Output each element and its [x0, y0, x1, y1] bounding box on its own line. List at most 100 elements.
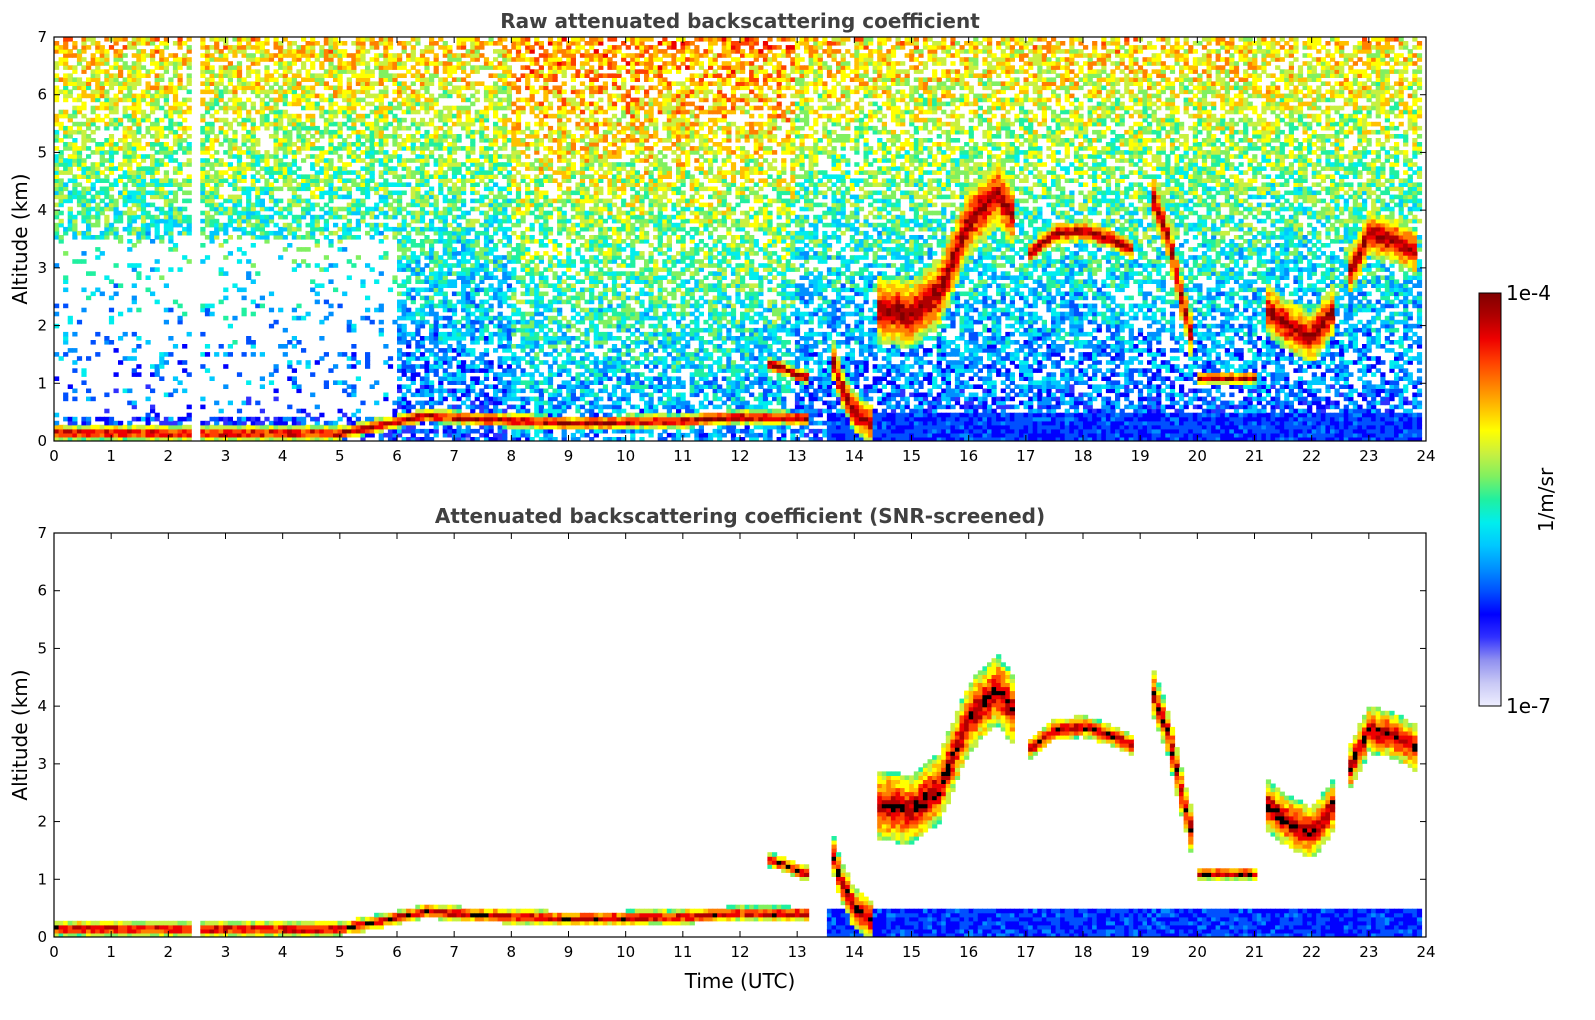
heatmap-cell	[155, 37, 160, 42]
heatmap-cell	[429, 138, 434, 143]
heatmap-cell	[470, 429, 475, 434]
heatmap-cell	[150, 292, 155, 297]
heatmap-cell	[123, 81, 128, 86]
heatmap-cell	[392, 142, 397, 147]
heatmap-cell	[104, 57, 109, 62]
heatmap-cell	[461, 65, 466, 70]
heatmap-cell	[475, 231, 480, 236]
heatmap-cell	[470, 348, 475, 353]
heatmap-cell	[123, 191, 128, 196]
heatmap-cell	[411, 65, 416, 70]
heatmap-cell	[319, 166, 324, 171]
heatmap-cell	[214, 429, 219, 434]
heatmap-cell	[374, 187, 379, 192]
heatmap-cell	[443, 138, 448, 143]
heatmap-cell	[269, 380, 274, 385]
heatmap-cell	[127, 158, 132, 163]
heatmap-cell	[466, 296, 471, 301]
heatmap-cell	[242, 207, 247, 212]
heatmap-cell	[457, 389, 462, 394]
heatmap-cell	[255, 77, 260, 82]
heatmap-cell	[392, 170, 397, 175]
heatmap-cell	[324, 227, 329, 232]
heatmap-cell	[109, 65, 114, 70]
heatmap-cell	[406, 417, 411, 422]
heatmap-cell	[155, 300, 160, 305]
heatmap-cell	[447, 332, 452, 337]
heatmap-cell	[219, 170, 224, 175]
heatmap-cell	[434, 211, 439, 216]
heatmap-cell	[360, 49, 365, 54]
heatmap-cell	[411, 405, 416, 410]
heatmap-cell	[479, 405, 484, 410]
heatmap-cell	[466, 61, 471, 66]
heatmap-cell	[228, 69, 233, 74]
heatmap-cell	[136, 154, 141, 159]
heatmap-cell	[420, 413, 425, 418]
heatmap-cell	[155, 368, 160, 373]
heatmap-cell	[461, 187, 466, 192]
heatmap-cell	[457, 199, 462, 204]
heatmap-cell	[457, 94, 462, 99]
heatmap-cell	[292, 417, 297, 422]
heatmap-cell	[502, 86, 507, 91]
heatmap-cell	[438, 283, 443, 288]
heatmap-cell	[516, 126, 521, 131]
heatmap-cell	[365, 170, 370, 175]
heatmap-cell	[438, 162, 443, 167]
heatmap-cell	[100, 57, 105, 62]
heatmap-cell	[132, 243, 137, 248]
heatmap-cell	[466, 118, 471, 123]
heatmap-cell	[452, 255, 457, 260]
heatmap-cell	[484, 126, 489, 131]
heatmap-cell	[498, 324, 503, 329]
heatmap-cell	[452, 292, 457, 297]
heatmap-cell	[114, 199, 119, 204]
heatmap-cell	[475, 219, 480, 224]
heatmap-cell	[237, 69, 242, 74]
heatmap-cell	[466, 106, 471, 111]
heatmap-cell	[461, 308, 466, 313]
heatmap-cell	[411, 134, 416, 139]
heatmap-cell	[95, 126, 100, 131]
heatmap-cell	[516, 328, 521, 333]
heatmap-cell	[502, 77, 507, 82]
heatmap-cell	[292, 308, 297, 313]
heatmap-cell	[429, 81, 434, 86]
heatmap-cell	[155, 126, 160, 131]
heatmap-cell	[516, 405, 521, 410]
heatmap-cell	[228, 106, 233, 111]
heatmap-cell	[319, 110, 324, 115]
heatmap-cell	[402, 162, 407, 167]
heatmap-cell	[511, 429, 516, 434]
heatmap-cell	[347, 223, 352, 228]
heatmap-cell	[81, 219, 86, 224]
heatmap-cell	[173, 199, 178, 204]
heatmap-cell	[141, 53, 146, 58]
heatmap-cell	[251, 433, 256, 438]
heatmap-cell	[319, 195, 324, 200]
heatmap-cell	[168, 90, 173, 95]
heatmap-cell	[95, 219, 100, 224]
heatmap-cell	[402, 360, 407, 365]
heatmap-cell	[118, 312, 123, 317]
heatmap-cell	[310, 118, 315, 123]
heatmap-cell	[232, 106, 237, 111]
heatmap-cell	[283, 344, 288, 349]
heatmap-cell	[296, 114, 301, 119]
heatmap-cell	[306, 106, 311, 111]
heatmap-cell	[72, 360, 77, 365]
heatmap-cell	[178, 37, 183, 42]
heatmap-cell	[246, 380, 251, 385]
heatmap-cell	[452, 199, 457, 204]
heatmap-cell	[406, 352, 411, 357]
heatmap-cell	[484, 187, 489, 192]
heatmap-cell	[434, 215, 439, 220]
heatmap-cell	[237, 215, 242, 220]
heatmap-cell	[283, 126, 288, 131]
heatmap-cell	[219, 37, 224, 42]
heatmap-cell	[447, 235, 452, 240]
heatmap-cell	[132, 134, 137, 139]
heatmap-cell	[338, 187, 343, 192]
heatmap-cell	[146, 114, 151, 119]
